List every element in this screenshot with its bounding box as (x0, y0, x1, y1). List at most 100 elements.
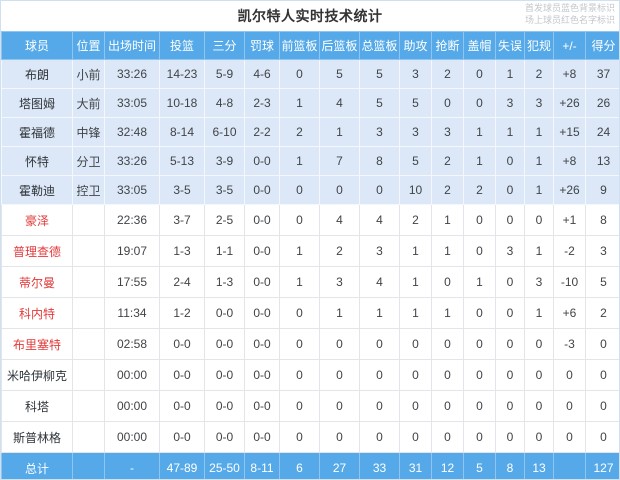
stat-cell (72, 359, 105, 391)
stat-cell: 0 (319, 359, 360, 391)
stat-cell: 0 (524, 390, 554, 422)
stat-cell: 3 (495, 88, 525, 118)
stat-cell: 33:05 (104, 88, 160, 118)
total-stat-cell: 8 (495, 452, 525, 479)
stat-cell: 0 (553, 359, 586, 391)
stat-cell: 0 (319, 175, 360, 205)
stat-cell: 1 (524, 175, 554, 205)
stat-cell: 5-9 (204, 59, 245, 89)
stat-cell: 0 (463, 421, 496, 453)
stat-cell: 0 (279, 328, 320, 360)
stat-cell: 0 (319, 390, 360, 422)
stat-cell: 0 (463, 328, 496, 360)
stat-cell: 1 (279, 266, 320, 298)
column-header: 出场时间 (104, 31, 160, 60)
stat-cell: 1-3 (159, 235, 205, 267)
stat-cell: 2 (319, 235, 360, 267)
stat-cell: 14-23 (159, 59, 205, 89)
column-header: 得分 (585, 31, 619, 60)
stat-cell (72, 421, 105, 453)
stat-cell: 2 (399, 204, 432, 236)
stat-cell: 1 (279, 88, 320, 118)
stat-cell: 1 (524, 146, 554, 176)
stat-cell: 0 (463, 390, 496, 422)
total-row: 总计 -47-89 25-50 8-11 6 27 33 31 12 5 8 13 127 (1, 452, 619, 479)
stat-cell: 33:26 (104, 146, 160, 176)
stat-cell: 1 (431, 297, 464, 329)
stat-cell: +1 (553, 204, 586, 236)
stat-cell: 1 (463, 146, 496, 176)
column-header: 三分 (204, 31, 245, 60)
stat-cell: 0-0 (244, 204, 280, 236)
stat-cell: 4 (359, 204, 400, 236)
stat-cell: +6 (553, 297, 586, 329)
total-stat-cell: 25-50 (204, 452, 245, 479)
stat-cell: 0 (585, 359, 619, 391)
stat-cell: 0-0 (204, 421, 245, 453)
stat-cell: 0 (585, 328, 619, 360)
stat-cell: 5 (319, 59, 360, 89)
player-name: 布里塞特 (1, 328, 73, 360)
total-stat-cell: 47-89 (159, 452, 205, 479)
column-header: 球员 (1, 31, 73, 60)
stat-cell: 0-0 (244, 359, 280, 391)
stat-cell: 0 (495, 390, 525, 422)
stat-cell: 0-0 (244, 297, 280, 329)
stat-cell: 5 (399, 146, 432, 176)
player-name: 普理查德 (1, 235, 73, 267)
stat-cell: 3-5 (204, 175, 245, 205)
stat-cell: 00:00 (104, 390, 160, 422)
total-stat-cell: 6 (279, 452, 320, 479)
total-stat-cell (72, 452, 105, 479)
stat-cell: 0 (463, 359, 496, 391)
player-name: 科内特 (1, 297, 73, 329)
stat-cell: 2 (431, 175, 464, 205)
stat-cell: +26 (553, 88, 586, 118)
stat-cell: 1 (524, 117, 554, 147)
stat-cell: 0 (279, 175, 320, 205)
player-name: 科塔 (1, 390, 73, 422)
stat-cell: 13 (585, 146, 619, 176)
stat-cell: 4 (319, 88, 360, 118)
stat-cell: 1 (463, 117, 496, 147)
stat-cell: 8 (359, 146, 400, 176)
stat-cell: +8 (553, 146, 586, 176)
stat-cell: 00:00 (104, 359, 160, 391)
total-stat-cell: 127 (585, 452, 619, 479)
stat-cell: 控卫 (72, 175, 105, 205)
legend-starter-note: 首发球员蓝色背景标识 (524, 3, 615, 13)
stat-cell: 2 (279, 117, 320, 147)
stat-cell: 0 (495, 421, 525, 453)
stat-cell: 02:58 (104, 328, 160, 360)
total-stat-cell: 27 (319, 452, 360, 479)
total-stat-cell (553, 452, 586, 479)
stat-cell: 大前 (72, 88, 105, 118)
stat-cell: 4 (319, 204, 360, 236)
stat-cell: 5 (399, 88, 432, 118)
stat-cell: 4-8 (204, 88, 245, 118)
stat-cell: 32:48 (104, 117, 160, 147)
stat-cell: 33:05 (104, 175, 160, 205)
stat-cell: 0 (431, 266, 464, 298)
stat-cell: 0 (463, 59, 496, 89)
player-name: 霍福德 (1, 117, 73, 147)
stat-cell: 4-6 (244, 59, 280, 89)
stat-cell: 0 (399, 390, 432, 422)
stat-cell: 8 (585, 204, 619, 236)
stat-cell: 1 (319, 297, 360, 329)
stat-cell: 0 (495, 175, 525, 205)
stat-cell: 0 (279, 421, 320, 453)
stat-cell: 0 (463, 297, 496, 329)
stat-cell: 2-5 (204, 204, 245, 236)
stat-cell: 3-7 (159, 204, 205, 236)
stat-cell: 0-0 (204, 390, 245, 422)
table-row: 霍福德 中锋 32:48 8-14 6-10 2-2 2 1 3 3 3 1 1 1 +15 24 (1, 117, 619, 147)
stat-cell: 8-14 (159, 117, 205, 147)
stat-cell: 11:34 (104, 297, 160, 329)
stat-cell: 0 (279, 204, 320, 236)
stat-cell: 3 (359, 235, 400, 267)
stat-cell: 0-0 (204, 359, 245, 391)
stat-cell: -2 (553, 235, 586, 267)
stat-cell: 0 (463, 235, 496, 267)
total-stat-cell: - (104, 452, 160, 479)
